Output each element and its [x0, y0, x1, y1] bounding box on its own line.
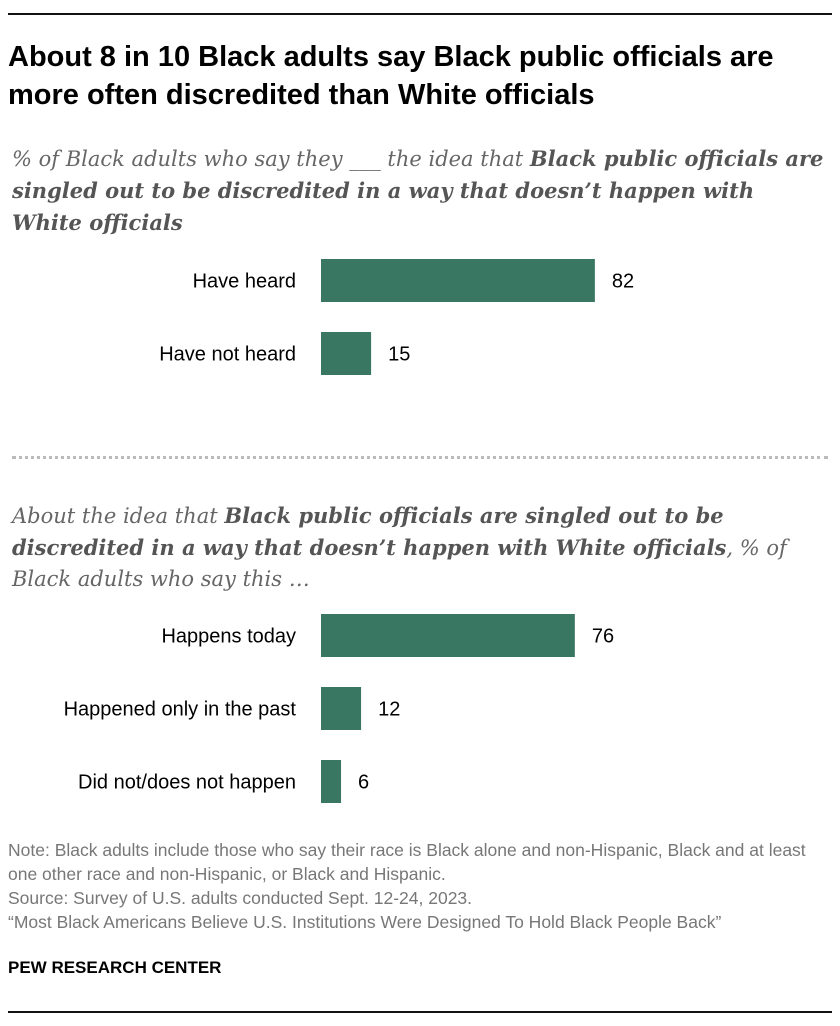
bar — [321, 259, 595, 302]
category-label: Have not heard — [159, 344, 296, 366]
category-label: Did not/does not happen — [78, 772, 296, 794]
bar — [321, 332, 372, 375]
note-text: Note: Black adults include those who say… — [8, 840, 806, 884]
top-rule — [8, 13, 832, 15]
panel2-subtitle: About the idea that Black public officia… — [12, 500, 828, 595]
panel1-subtitle: % of Black adults who say they ___ the i… — [12, 143, 828, 239]
value-label: 6 — [358, 772, 369, 794]
category-label: Happened only in the past — [64, 699, 297, 721]
footnotes: Note: Black adults include those who say… — [8, 838, 832, 934]
panel2-subtitle-post: , % of Black adults who say this … — [12, 536, 787, 591]
panel2-subtitle-pre: About the idea that — [12, 504, 225, 528]
panel1-subtitle-bold: Black public officials are singled out t… — [12, 146, 824, 235]
source-text: Source: Survey of U.S. adults conducted … — [8, 888, 473, 908]
value-label: 82 — [612, 271, 634, 293]
panel1-subtitle-pre: % of Black adults who say they ___ the i… — [12, 147, 530, 171]
brand-logo-text: PEW RESEARCH CENTER — [8, 958, 222, 977]
panel2-bar-chart: Happens today 76 Happened only in the past… — [64, 614, 614, 803]
value-label: 76 — [592, 626, 614, 648]
bar — [321, 760, 342, 803]
panel2-subtitle-bold: Black public officials are singled out t… — [12, 503, 727, 560]
bar — [321, 614, 575, 657]
category-label: Have heard — [193, 271, 296, 293]
bar — [321, 687, 362, 730]
panel1-bar-chart: Have heard 82 Have not heard 15 — [159, 259, 634, 375]
value-label: 12 — [378, 699, 400, 721]
report-title-text: “Most Black Americans Believe U.S. Insti… — [8, 912, 722, 932]
section-divider — [12, 456, 828, 459]
bottom-rule — [8, 1011, 832, 1013]
category-label: Happens today — [161, 626, 296, 648]
chart-title: About 8 in 10 Black adults say Black pub… — [8, 41, 774, 111]
value-label: 15 — [388, 344, 410, 366]
